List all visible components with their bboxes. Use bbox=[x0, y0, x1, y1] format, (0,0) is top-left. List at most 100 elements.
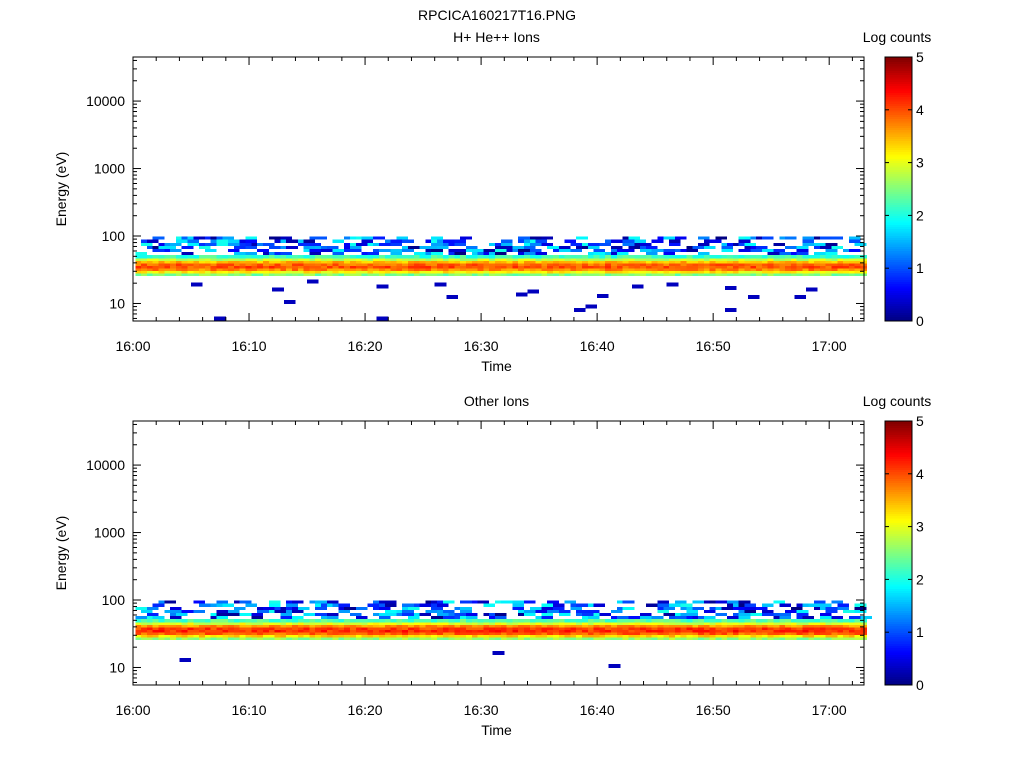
heatmap-cell bbox=[431, 619, 438, 623]
heatmap-cell bbox=[338, 619, 345, 623]
heatmap-cell bbox=[843, 262, 850, 266]
heatmap-cell bbox=[674, 629, 682, 633]
heatmap-cell bbox=[135, 267, 142, 271]
colorbar-segment bbox=[885, 252, 912, 256]
heatmap-cell bbox=[553, 621, 560, 625]
heatmap-cell bbox=[790, 626, 798, 630]
heatmap-cell bbox=[779, 272, 786, 276]
heatmap-cell bbox=[698, 621, 705, 625]
colorbar-segment bbox=[885, 616, 912, 620]
heatmap-cell bbox=[686, 636, 693, 640]
heatmap-cell bbox=[761, 634, 769, 638]
heatmap-cell bbox=[605, 260, 612, 264]
heatmap-cell bbox=[471, 634, 479, 638]
heatmap-cell bbox=[216, 626, 223, 630]
heatmap-cell bbox=[721, 260, 728, 264]
heatmap-cell bbox=[506, 624, 513, 628]
colorbar-segment bbox=[885, 667, 912, 671]
heatmap-cell bbox=[141, 267, 148, 271]
heatmap-cell bbox=[634, 262, 641, 266]
heatmap-cell bbox=[831, 619, 838, 623]
heatmap-cell bbox=[210, 631, 218, 635]
heatmap-cell bbox=[779, 260, 786, 264]
heatmap-cell bbox=[808, 267, 815, 271]
heatmap-cell bbox=[315, 613, 327, 617]
heatmap-cell bbox=[471, 636, 479, 640]
heatmap-cell bbox=[222, 265, 229, 269]
heatmap-cell bbox=[321, 262, 328, 266]
heatmap-cell bbox=[761, 629, 769, 633]
heatmap-cell bbox=[338, 257, 345, 261]
heatmap-cell bbox=[164, 265, 171, 269]
heatmap-cell bbox=[529, 262, 537, 266]
heatmap-cell bbox=[146, 257, 154, 261]
heatmap-cell bbox=[593, 613, 606, 617]
heatmap-cell bbox=[297, 255, 305, 259]
heatmap-cell bbox=[164, 255, 171, 259]
heatmap-cell bbox=[547, 255, 554, 259]
heatmap-cell bbox=[442, 629, 450, 633]
heatmap-cell bbox=[529, 260, 537, 264]
heatmap-cell bbox=[408, 245, 420, 249]
heatmap-cell bbox=[663, 257, 670, 261]
heatmap-cell bbox=[408, 629, 415, 633]
heatmap-cell bbox=[854, 609, 867, 613]
heatmap-cell bbox=[431, 631, 438, 635]
heatmap-cell bbox=[854, 626, 862, 630]
heatmap-cell bbox=[587, 634, 595, 638]
heatmap-cell bbox=[645, 245, 658, 249]
heatmap-cell bbox=[402, 629, 409, 633]
heatmap-cell bbox=[297, 629, 305, 633]
heatmap-cell bbox=[460, 634, 467, 638]
heatmap-cell bbox=[512, 265, 519, 269]
heatmap-cell bbox=[634, 626, 641, 630]
heatmap-cell bbox=[744, 242, 757, 246]
colorbar-segment bbox=[885, 500, 912, 503]
heatmap-cell bbox=[779, 621, 786, 625]
heatmap-cell bbox=[634, 634, 641, 638]
heatmap-cell bbox=[390, 265, 397, 269]
heatmap-cell bbox=[500, 629, 508, 633]
colorbar-segment bbox=[885, 193, 912, 197]
heatmap-cell bbox=[367, 621, 374, 625]
heatmap-cell bbox=[524, 257, 531, 261]
heatmap-cell bbox=[692, 619, 699, 623]
heatmap-cell bbox=[732, 257, 740, 261]
heatmap-cell bbox=[843, 629, 850, 633]
heatmap-cell bbox=[843, 621, 850, 625]
heatmap-cell bbox=[460, 619, 467, 623]
heatmap-cell bbox=[257, 609, 269, 613]
heatmap-cell bbox=[593, 255, 600, 259]
colorbar-segment bbox=[885, 314, 912, 318]
heatmap-cell bbox=[698, 629, 705, 633]
heatmap-cell bbox=[471, 270, 479, 274]
colorbar-segment bbox=[885, 517, 912, 521]
heatmap-cell bbox=[332, 270, 339, 274]
heatmap-cell bbox=[756, 621, 763, 625]
heatmap-cell bbox=[268, 603, 281, 607]
heatmap-cell bbox=[680, 621, 688, 625]
heatmap-cell bbox=[631, 284, 644, 289]
heatmap-cell bbox=[239, 629, 247, 633]
heatmap-cell bbox=[379, 621, 386, 625]
heatmap-cell bbox=[141, 624, 148, 628]
heatmap-cell bbox=[529, 606, 542, 610]
heatmap-cell bbox=[750, 613, 762, 617]
heatmap-cell bbox=[344, 262, 351, 266]
heatmap-cell bbox=[326, 631, 334, 635]
heatmap-cell bbox=[268, 252, 281, 256]
heatmap-cell bbox=[326, 616, 339, 620]
heatmap-cell bbox=[698, 242, 710, 246]
heatmap-cell bbox=[425, 631, 432, 635]
heatmap-cell bbox=[373, 619, 380, 623]
heatmap-cell bbox=[541, 236, 553, 240]
heatmap-cell bbox=[657, 624, 664, 628]
heatmap-cell bbox=[848, 265, 856, 269]
heatmap-cell bbox=[454, 262, 461, 266]
heatmap-cell bbox=[831, 260, 838, 264]
heatmap-cell bbox=[761, 272, 769, 276]
heatmap-cell bbox=[350, 272, 357, 276]
heatmap-cell bbox=[413, 252, 426, 256]
heatmap-cell bbox=[831, 255, 838, 259]
heatmap-cell bbox=[495, 629, 502, 633]
